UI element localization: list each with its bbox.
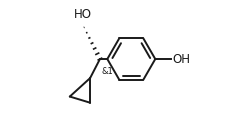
Text: OH: OH <box>172 53 190 66</box>
Text: HO: HO <box>74 8 91 21</box>
Text: &1: &1 <box>101 67 113 76</box>
